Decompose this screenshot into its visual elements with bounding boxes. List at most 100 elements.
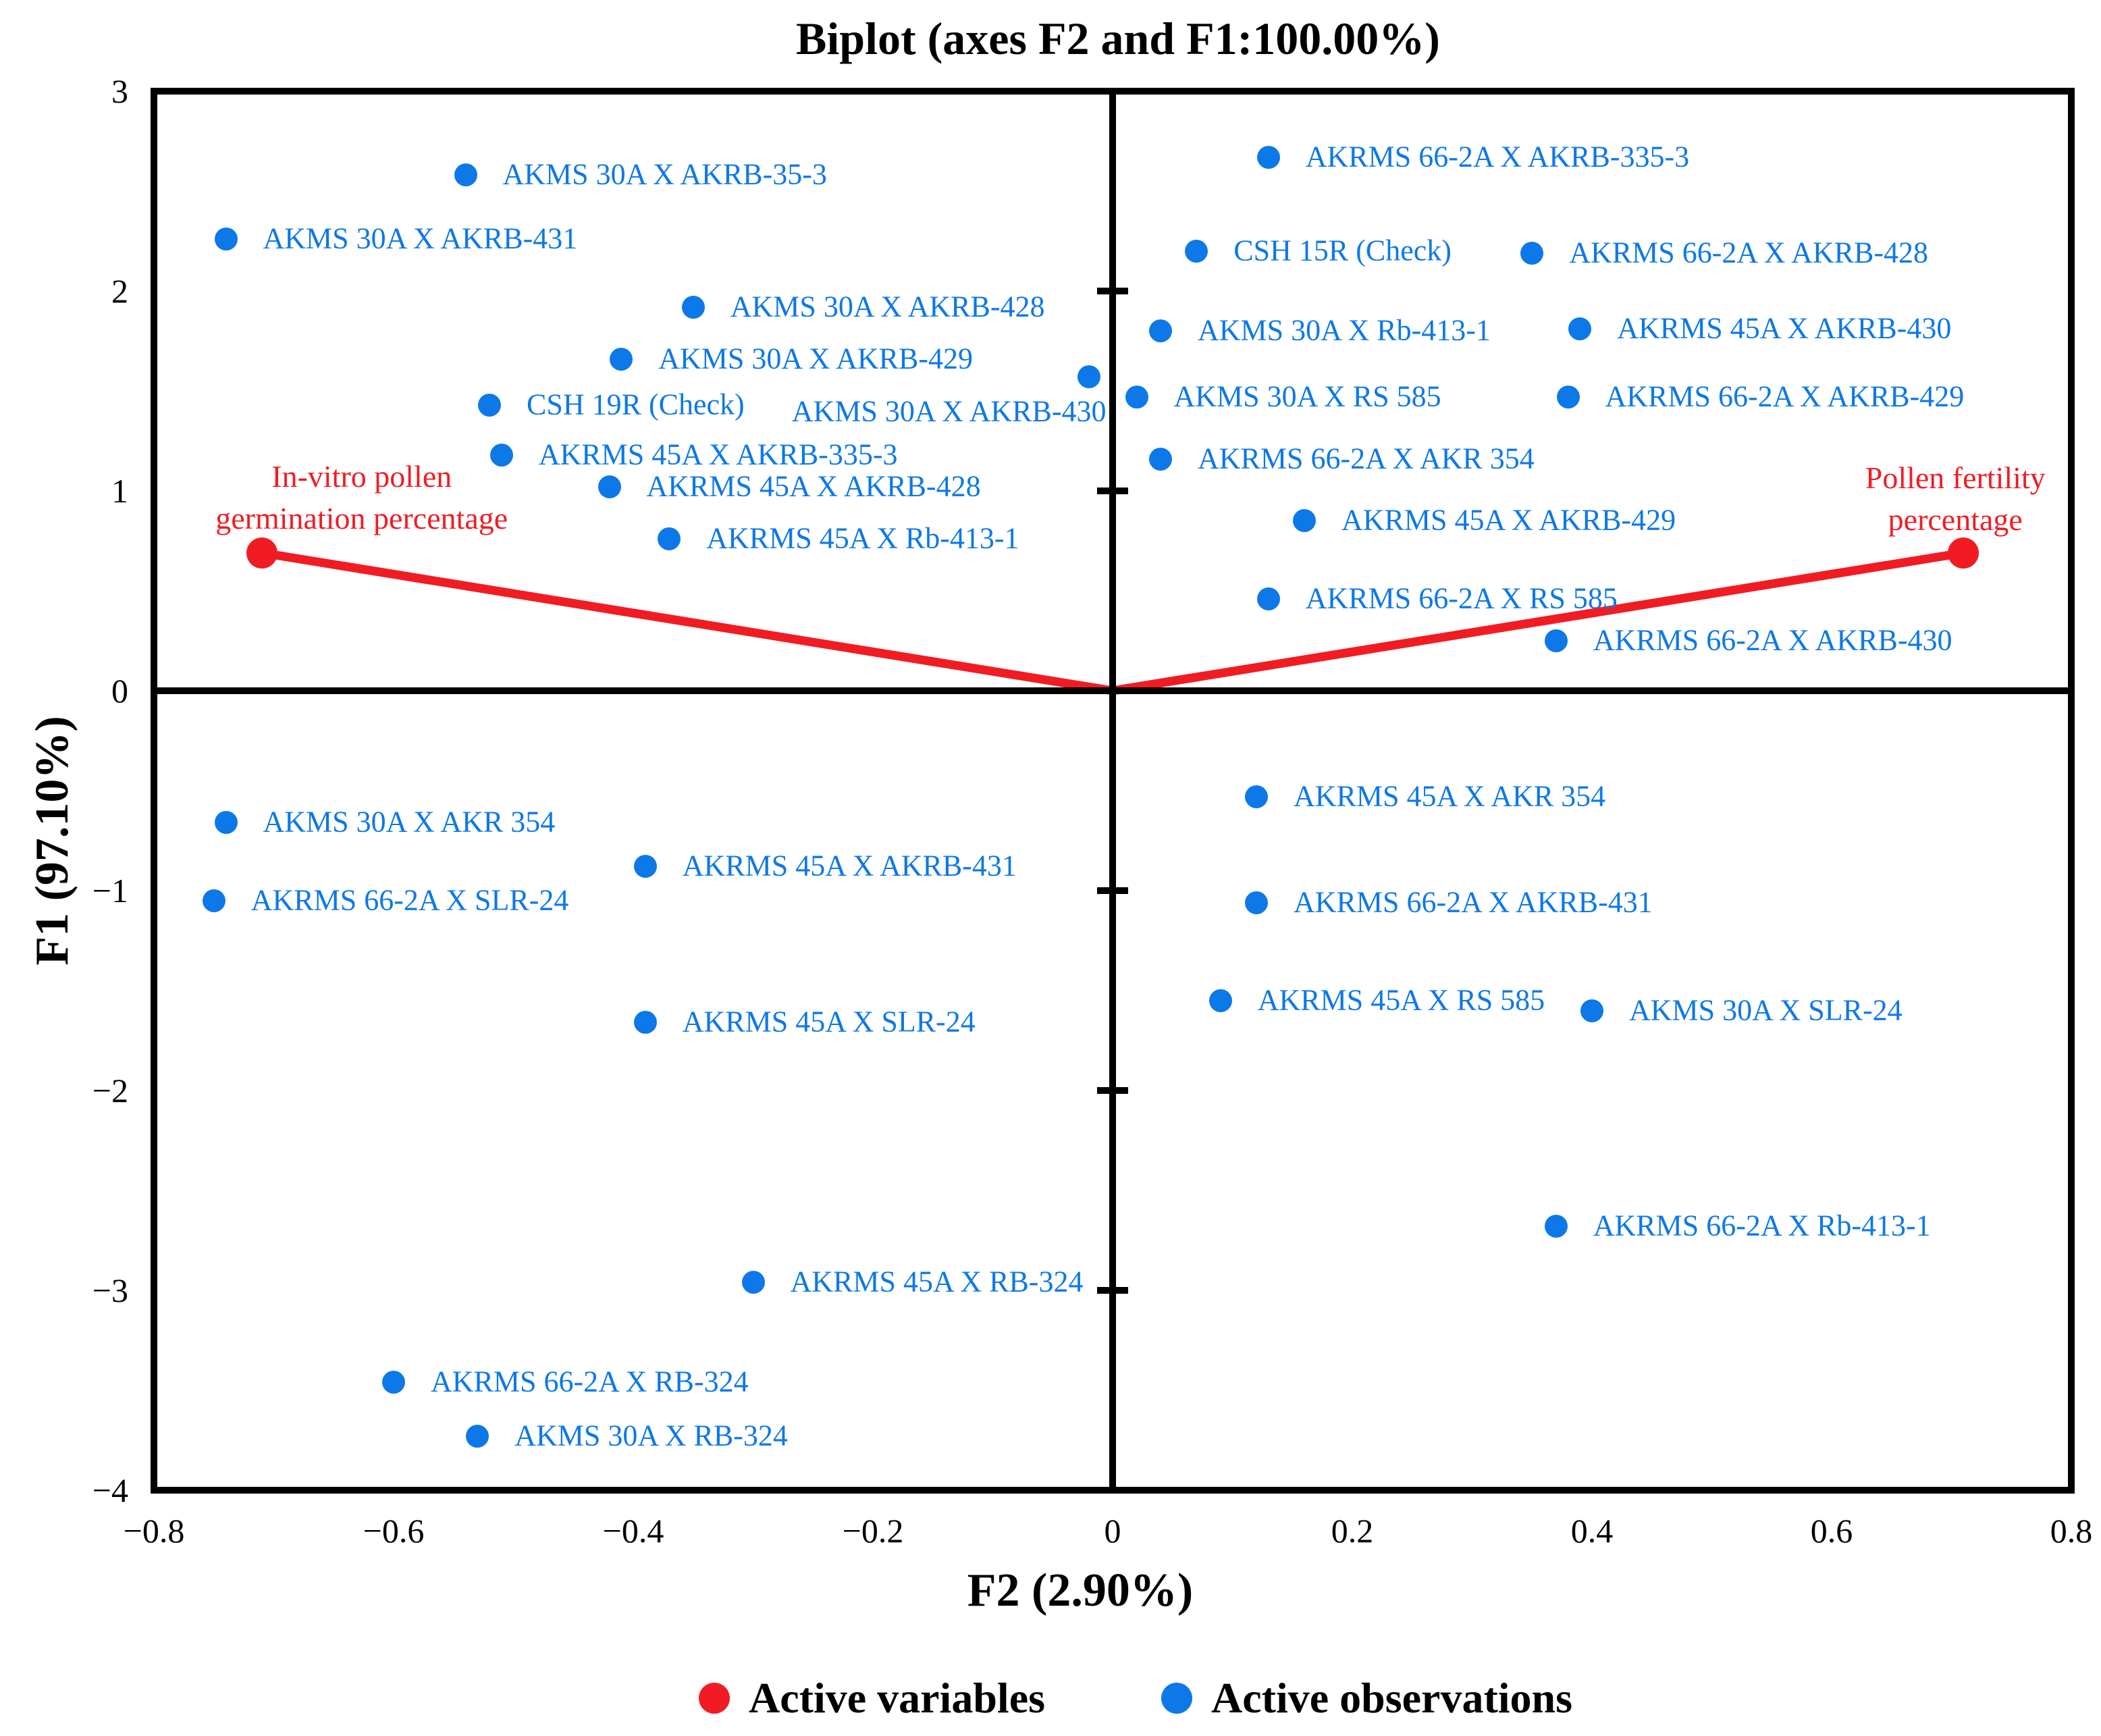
observation-label: AKRMS 45A X AKRB-429 bbox=[1341, 503, 1676, 537]
observation-label: AKMS 30A X AKR 354 bbox=[263, 805, 556, 839]
observation-label: AKRMS 45A X RB-324 bbox=[790, 1265, 1084, 1298]
observation-label: AKRMS 45A X SLR-24 bbox=[682, 1005, 976, 1038]
x-axis-tick-label: 0.8 bbox=[2050, 1512, 2093, 1550]
axis-tick-mark bbox=[1097, 1287, 1128, 1294]
observation-point bbox=[466, 1425, 489, 1448]
x-axis-tick-label: −0.4 bbox=[602, 1512, 664, 1550]
observation-label: AKRMS 45A X AKRB-335-3 bbox=[538, 438, 898, 471]
variable-label: Pollen fertility percentage bbox=[1865, 460, 2046, 537]
y-axis-tick-label: −4 bbox=[92, 1471, 128, 1509]
legend-label: Active observations bbox=[1211, 1674, 1573, 1722]
observation-point bbox=[1208, 989, 1232, 1012]
observation-point bbox=[633, 1011, 657, 1034]
x-axis-tick-label: 0.2 bbox=[1331, 1512, 1374, 1550]
observation-point bbox=[214, 811, 238, 835]
active-observations-dot-icon bbox=[1161, 1683, 1192, 1714]
observation-point bbox=[1568, 317, 1592, 341]
x-axis-tick-label: 0.6 bbox=[1810, 1512, 1853, 1550]
observation-point bbox=[454, 163, 477, 187]
observation-point bbox=[1256, 587, 1280, 610]
observation-point bbox=[489, 443, 513, 467]
axis-tick-mark bbox=[1097, 488, 1128, 494]
observation-label: AKRMS 66-2A X SLR-24 bbox=[250, 883, 569, 917]
y-axis-tick-label: −2 bbox=[92, 1072, 128, 1109]
observation-label: AKMS 30A X AKRB-428 bbox=[730, 290, 1045, 323]
observation-label: AKMS 30A X SLR-24 bbox=[1629, 993, 1903, 1027]
observation-label: AKRMS 45A X AKR 354 bbox=[1294, 779, 1606, 813]
y-axis-tick-label: −3 bbox=[92, 1271, 128, 1309]
observation-label: AKRMS 45A X Rb-413-1 bbox=[706, 521, 1019, 555]
observation-label: AKRMS 66-2A X AKRB-429 bbox=[1605, 379, 1965, 413]
variable-point bbox=[1948, 537, 1979, 569]
observation-point bbox=[1077, 365, 1100, 389]
observation-point bbox=[681, 295, 705, 319]
legend: Active variables Active observations bbox=[0, 1673, 2101, 1727]
y-axis-tick-label: −1 bbox=[92, 872, 128, 910]
x-axis-tick-label: 0.4 bbox=[1570, 1512, 1614, 1550]
legend-item-active-variables: Active variables bbox=[699, 1673, 1045, 1723]
variable-vector bbox=[1111, 548, 1965, 695]
observation-label: CSH 15R (Check) bbox=[1233, 234, 1452, 267]
y-axis-tick-label: 3 bbox=[111, 72, 128, 110]
x-axis-tick-label: 0 bbox=[1104, 1512, 1121, 1550]
observation-point bbox=[478, 393, 501, 417]
observation-label: AKMS 30A X RS 585 bbox=[1173, 379, 1441, 413]
observation-label: AKRMS 45A X AKRB-430 bbox=[1617, 311, 1952, 345]
observation-label: AKRMS 66-2A X Rb-413-1 bbox=[1593, 1209, 1931, 1242]
y-axis-tick-label: 0 bbox=[111, 672, 128, 710]
variable-vector bbox=[261, 548, 1114, 695]
axis-tick-mark bbox=[1097, 887, 1128, 894]
x-axis-title: F2 (2.90%) bbox=[967, 1564, 1194, 1616]
y-axis-tick-label: 2 bbox=[111, 272, 128, 310]
observation-point bbox=[382, 1371, 405, 1394]
observation-point bbox=[1185, 239, 1208, 263]
observation-point bbox=[1256, 145, 1280, 169]
observation-label: CSH 19R (Check) bbox=[527, 388, 745, 421]
active-variables-dot-icon bbox=[699, 1683, 730, 1714]
observation-point bbox=[1520, 241, 1544, 265]
variable-label: In-vitro pollen germination percentage bbox=[215, 458, 508, 535]
observation-label: AKRMS 45A X AKRB-431 bbox=[682, 849, 1017, 883]
legend-item-active-observations: Active observations bbox=[1161, 1673, 1572, 1723]
observation-label: AKMS 30A X Rb-413-1 bbox=[1198, 313, 1491, 347]
observation-label: AKRMS 66-2A X AKRB-431 bbox=[1294, 885, 1653, 919]
observation-label: AKRMS 66-2A X RB-324 bbox=[431, 1365, 749, 1398]
chart-title: Biplot (axes F2 and F1:100.00%) bbox=[796, 13, 1440, 64]
observation-point bbox=[610, 347, 633, 371]
observation-point bbox=[214, 228, 238, 251]
y-axis-title: F1 (97.10%) bbox=[26, 716, 78, 966]
observation-point bbox=[597, 475, 621, 499]
x-axis-tick-label: −0.6 bbox=[363, 1512, 425, 1550]
observation-label: AKRMS 66-2A X AKRB-335-3 bbox=[1305, 140, 1690, 174]
observation-point bbox=[741, 1271, 765, 1294]
x-axis-tick-label: −0.2 bbox=[842, 1512, 904, 1550]
observation-label: AKRMS 66-2A X AKRB-428 bbox=[1569, 236, 1928, 269]
observation-label: AKRMS 45A X RS 585 bbox=[1257, 983, 1545, 1017]
horizontal-zero-axis-line bbox=[154, 687, 2071, 694]
observation-point bbox=[1293, 509, 1316, 533]
observation-label: AKRMS 66-2A X AKR 354 bbox=[1198, 442, 1535, 475]
observation-point bbox=[1125, 385, 1148, 409]
observation-label: AKMS 30A X AKRB-431 bbox=[263, 221, 578, 255]
observation-point bbox=[1580, 999, 1603, 1022]
observation-point bbox=[633, 855, 657, 878]
axis-tick-mark bbox=[1097, 1087, 1128, 1094]
observation-label: AKMS 30A X RB-324 bbox=[514, 1419, 788, 1452]
observation-point bbox=[1556, 385, 1580, 409]
observation-point bbox=[1544, 1215, 1568, 1238]
observation-point bbox=[658, 527, 681, 551]
observation-label: AKRMS 66-2A X RS 585 bbox=[1305, 581, 1618, 615]
observation-label: AKMS 30A X AKRB-429 bbox=[658, 342, 973, 375]
observation-label: AKMS 30A X AKRB-430 bbox=[791, 394, 1107, 428]
axis-tick-mark bbox=[1097, 288, 1128, 294]
vertical-zero-axis-line bbox=[1109, 91, 1116, 1490]
observation-point bbox=[1149, 319, 1172, 343]
observation-label: AKMS 30A X AKRB-35-3 bbox=[502, 157, 827, 191]
legend-label: Active variables bbox=[749, 1674, 1045, 1722]
observation-point bbox=[202, 889, 225, 912]
y-axis-tick-label: 1 bbox=[111, 472, 128, 510]
observation-point bbox=[1245, 891, 1268, 914]
observation-label: AKRMS 66-2A X AKRB-430 bbox=[1593, 623, 1952, 657]
